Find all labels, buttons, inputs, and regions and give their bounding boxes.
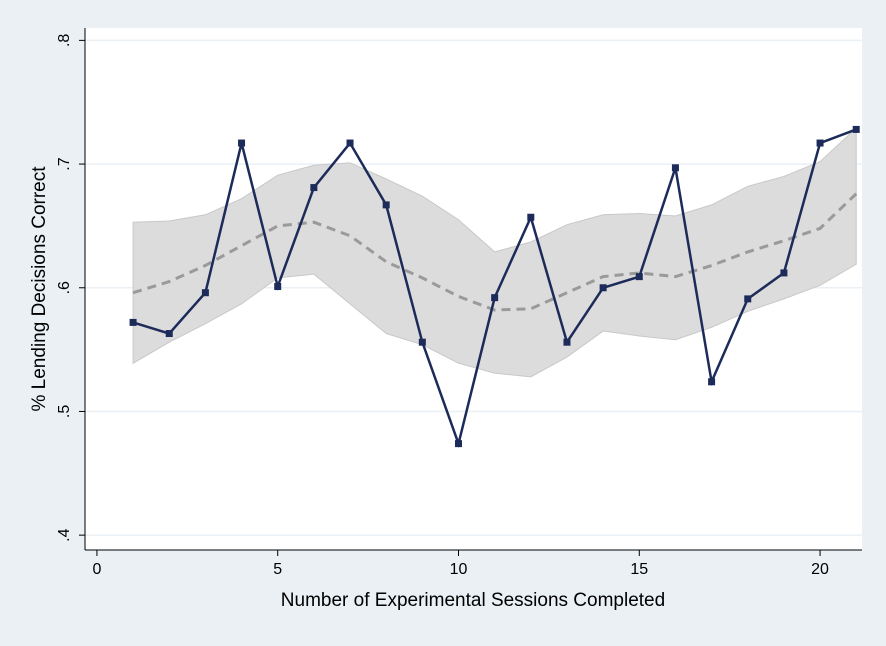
marker — [852, 125, 860, 133]
marker — [780, 269, 788, 277]
marker — [418, 338, 426, 346]
marker — [599, 284, 607, 292]
marker — [708, 378, 716, 386]
marker — [454, 440, 462, 448]
fit-line — [132, 192, 858, 312]
marker — [382, 201, 390, 209]
marker — [165, 330, 173, 338]
marker — [671, 164, 679, 172]
y-tick-label: .7 — [56, 157, 73, 170]
y-tick-label: .8 — [56, 34, 73, 47]
marker — [129, 318, 137, 326]
x-tick-label: 0 — [92, 561, 101, 578]
marker — [238, 139, 246, 147]
marker — [346, 139, 354, 147]
y-tick-label: .6 — [56, 281, 73, 294]
marker — [744, 295, 752, 303]
y-axis-title: % Lending Decisions Correct — [29, 166, 50, 412]
marker — [816, 139, 824, 147]
x-tick-label: 15 — [630, 561, 648, 578]
x-tick-label: 5 — [273, 561, 282, 578]
y-tick-label: .4 — [56, 528, 73, 541]
y-tick-label: .5 — [56, 405, 73, 418]
marker — [635, 273, 643, 281]
marker — [274, 283, 282, 291]
marker — [563, 338, 571, 346]
x-tick-label: 10 — [450, 561, 468, 578]
marker — [491, 294, 499, 302]
x-tick-label: 20 — [811, 561, 829, 578]
marker — [201, 289, 209, 297]
marker — [527, 213, 535, 221]
marker — [310, 184, 318, 192]
x-axis-title: Number of Experimental Sessions Complete… — [281, 590, 665, 611]
